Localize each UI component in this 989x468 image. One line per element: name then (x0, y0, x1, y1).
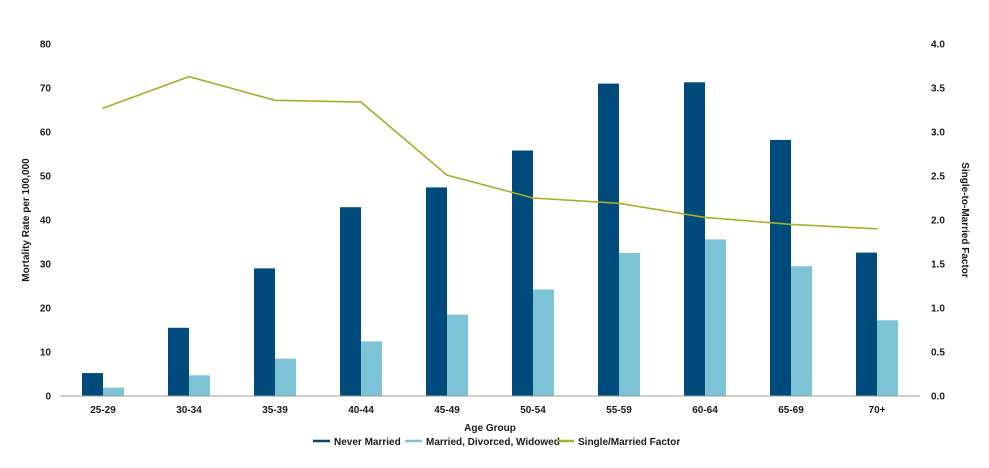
y-tick-label-left: 10 (40, 348, 52, 359)
y-axis-right: 0.0 0.5 1.0 1.5 2.0 2.5 3.0 3.5 4.0 (931, 40, 945, 403)
x-tick-label: 25-29 (90, 405, 116, 416)
bar-married-divorced-widowed (705, 239, 726, 396)
legend-label: Single/Married Factor (578, 437, 680, 448)
y-tick-label-right: 3.0 (931, 128, 945, 139)
bar-married-divorced-widowed (447, 314, 468, 396)
line-series (102, 75, 878, 230)
bar-married-divorced-widowed (619, 253, 640, 396)
line-point (790, 223, 792, 226)
line-point (360, 101, 362, 103)
x-tick-label: 30-34 (176, 405, 202, 416)
y-tick-label-left: 60 (40, 128, 52, 139)
bar-married-divorced-widowed (877, 320, 898, 396)
bar-married-divorced-widowed (361, 341, 382, 396)
y-tick-label-left: 30 (40, 260, 52, 271)
bar-married-divorced-widowed (533, 289, 554, 396)
x-axis-title: Age Group (464, 423, 516, 434)
line-point (704, 216, 706, 219)
y-axis-title-left: Mortality Rate per 100,000 (21, 158, 32, 282)
y-tick-label-right: 2.0 (931, 216, 945, 227)
y-tick-label-right: 4.0 (931, 40, 945, 51)
y-tick-label-right: 1.0 (931, 304, 945, 315)
legend-label: Married, Divorced, Widowed (426, 437, 560, 448)
x-tick-label: 50-54 (520, 405, 546, 416)
y-tick-label-left: 70 (40, 84, 52, 95)
y-axis-title-right: Single-to-Married Factor (959, 162, 970, 278)
y-tick-label-left: 50 (40, 172, 52, 183)
y-axis-left: 0 10 20 30 40 50 60 70 80 (40, 40, 52, 403)
line-point (532, 197, 534, 199)
y-tick-label-right: 0.0 (931, 392, 945, 403)
bar-never-married (426, 187, 447, 396)
line-point (274, 99, 276, 102)
y-tick-label-right: 2.5 (931, 172, 945, 183)
x-tick-label: 35-39 (262, 405, 288, 416)
bar-never-married (512, 150, 533, 396)
x-tick-label: 55-59 (606, 405, 632, 416)
bar-never-married (684, 82, 705, 397)
y-tick-label-left: 40 (40, 216, 52, 227)
bar-married-divorced-widowed (103, 387, 124, 396)
bar-never-married (82, 373, 103, 396)
bar-never-married (770, 139, 791, 396)
line-point (876, 228, 878, 230)
legend-label: Never Married (334, 437, 401, 448)
x-tick-label: 70+ (869, 405, 886, 416)
bar-married-divorced-widowed (791, 266, 812, 396)
bar-married-divorced-widowed (189, 375, 210, 396)
x-tick-label: 45-49 (434, 405, 460, 416)
x-tick-label: 65-69 (778, 405, 804, 416)
y-tick-label-right: 1.5 (931, 260, 945, 271)
y-tick-label-right: 3.5 (931, 84, 945, 95)
line-point (618, 202, 620, 205)
legend: Never Married Married, Divorced, Widowed S… (313, 437, 680, 448)
bar-married-divorced-widowed (275, 358, 296, 396)
y-tick-label-left: 0 (45, 392, 51, 403)
line-point (446, 174, 448, 176)
x-tick-label: 60-64 (692, 405, 718, 416)
line-point (188, 75, 190, 78)
x-tick-label: 40-44 (348, 405, 374, 416)
bar-never-married (598, 83, 619, 396)
y-tick-label-left: 20 (40, 304, 52, 315)
y-tick-label-left: 80 (40, 40, 52, 51)
x-axis: 25-29 30-34 35-39 40-44 45-49 50-54 55-59 60-64… (90, 405, 885, 416)
bar-never-married (254, 268, 275, 396)
bar-never-married (168, 327, 189, 396)
y-tick-label-right: 0.5 (931, 348, 945, 359)
line-single-married-factor (102, 75, 878, 230)
bar-never-married (340, 207, 361, 396)
line-point (102, 107, 104, 109)
bars (82, 82, 898, 397)
bar-never-married (856, 252, 877, 396)
